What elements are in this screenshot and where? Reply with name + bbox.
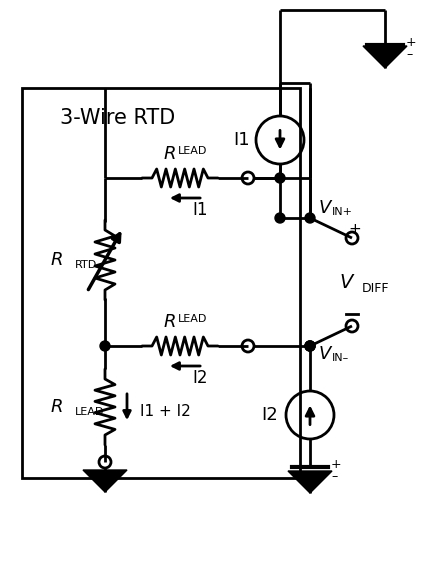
- Circle shape: [305, 341, 315, 351]
- Text: RTD: RTD: [75, 260, 97, 270]
- Text: IN+: IN+: [332, 207, 353, 217]
- Text: $R$: $R$: [163, 313, 176, 331]
- Polygon shape: [363, 46, 407, 68]
- Text: –: –: [331, 471, 337, 484]
- Text: LEAD: LEAD: [178, 146, 207, 156]
- Polygon shape: [83, 470, 127, 492]
- Text: LEAD: LEAD: [178, 314, 207, 324]
- Text: –: –: [406, 49, 412, 61]
- Bar: [22, 88, 300, 478]
- Text: LEAD: LEAD: [75, 407, 104, 417]
- Circle shape: [305, 213, 315, 223]
- Text: $V$: $V$: [339, 273, 355, 291]
- Text: $V$: $V$: [318, 199, 333, 217]
- Circle shape: [305, 341, 315, 351]
- Text: $R$: $R$: [50, 398, 63, 416]
- Text: I2: I2: [261, 406, 278, 424]
- Text: DIFF: DIFF: [362, 281, 390, 294]
- Text: I2: I2: [192, 369, 208, 387]
- Circle shape: [305, 341, 315, 351]
- Circle shape: [275, 173, 285, 183]
- Circle shape: [275, 213, 285, 223]
- Text: 3-Wire RTD: 3-Wire RTD: [60, 108, 175, 128]
- Polygon shape: [288, 471, 332, 493]
- Text: +: +: [331, 459, 341, 472]
- Text: +: +: [406, 36, 417, 49]
- Text: +: +: [349, 222, 361, 238]
- Circle shape: [100, 341, 110, 351]
- Text: $R$: $R$: [163, 145, 176, 163]
- Text: I1: I1: [192, 201, 208, 219]
- Text: $V$: $V$: [318, 345, 333, 363]
- Text: I1: I1: [233, 131, 250, 149]
- Text: I1 + I2: I1 + I2: [140, 404, 191, 420]
- Text: IN–: IN–: [332, 353, 349, 363]
- Text: $R$: $R$: [50, 251, 63, 269]
